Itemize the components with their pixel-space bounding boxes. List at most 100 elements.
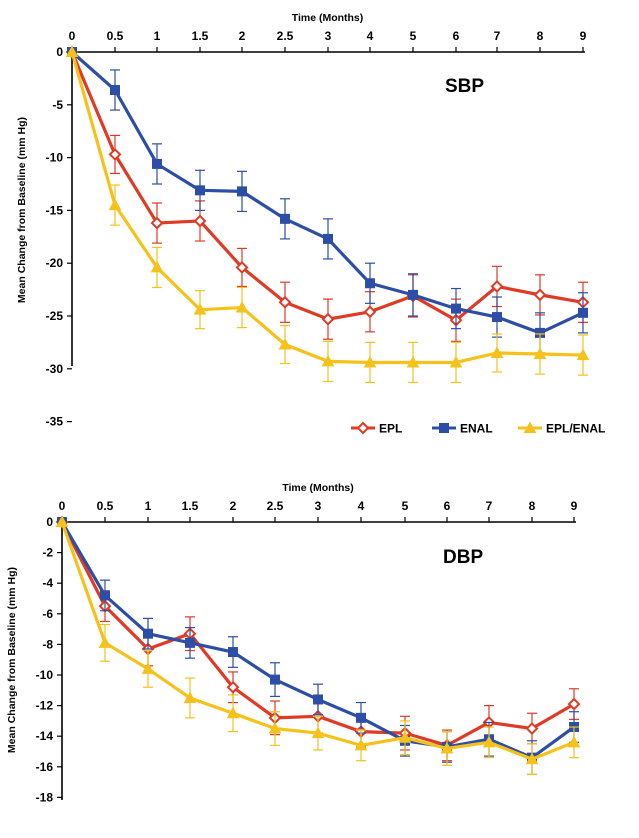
data-point bbox=[356, 712, 366, 723]
legend-item: EPL bbox=[351, 422, 402, 436]
data-point bbox=[152, 158, 162, 169]
data-point bbox=[193, 214, 207, 228]
data-point bbox=[150, 216, 164, 230]
data-point bbox=[449, 355, 463, 368]
y-tick-label: -35 bbox=[46, 415, 64, 429]
data-point bbox=[408, 289, 418, 300]
x-tick-label: 1 bbox=[154, 29, 161, 43]
data-point bbox=[143, 628, 153, 639]
x-tick-label: 6 bbox=[453, 29, 460, 43]
legend-swatch-marker bbox=[439, 423, 449, 433]
x-axis-title: Time (Months) bbox=[282, 482, 354, 494]
data-point bbox=[228, 647, 238, 658]
y-tick-label: -18 bbox=[36, 790, 54, 804]
x-tick-label: 8 bbox=[537, 29, 544, 43]
data-point bbox=[576, 348, 590, 361]
y-tick-label: -16 bbox=[36, 760, 54, 774]
y-tick-label: -2 bbox=[42, 546, 53, 560]
data-point bbox=[185, 637, 195, 648]
series-line bbox=[70, 51, 584, 322]
data-point bbox=[226, 706, 240, 719]
x-tick-label: 4 bbox=[367, 29, 374, 43]
data-point bbox=[150, 260, 164, 273]
y-tick-label: -10 bbox=[36, 668, 54, 682]
data-point bbox=[567, 735, 581, 748]
x-tick-label: 7 bbox=[486, 499, 493, 513]
data-point bbox=[235, 261, 249, 274]
data-point bbox=[55, 515, 69, 527]
x-tick-label: 0.5 bbox=[97, 499, 114, 513]
legend-label: EPL/ENAL bbox=[546, 422, 605, 436]
x-tick-label: 2.5 bbox=[267, 499, 284, 513]
y-tick-label: -10 bbox=[46, 151, 64, 165]
data-point bbox=[278, 337, 292, 350]
x-tick-label: 0 bbox=[59, 499, 66, 513]
data-point bbox=[354, 738, 368, 751]
series-epl-enal bbox=[55, 515, 581, 776]
data-point bbox=[193, 303, 207, 315]
data-point bbox=[270, 674, 280, 685]
data-point bbox=[567, 697, 581, 711]
data-point bbox=[108, 148, 122, 161]
data-point bbox=[578, 307, 588, 318]
data-point bbox=[525, 752, 539, 765]
data-point bbox=[321, 312, 335, 326]
data-point bbox=[321, 354, 335, 367]
data-point bbox=[311, 726, 325, 739]
x-tick-label: 2 bbox=[230, 499, 237, 513]
data-point bbox=[398, 731, 412, 743]
data-point bbox=[440, 741, 454, 754]
legend-item: ENAL bbox=[432, 422, 493, 436]
chart-panel-dbp: Time (Months) 0 0.5 1 1.5 2 2.5 3 4 5 6 7 8 9 0 -2 -4 -6 -… bbox=[6, 482, 581, 804]
x-tick-label: 6 bbox=[444, 499, 451, 513]
series-epl-enal bbox=[65, 45, 590, 384]
y-tick-label: -8 bbox=[42, 637, 53, 651]
x-tick-label: 0 bbox=[69, 29, 76, 43]
data-point bbox=[237, 186, 247, 197]
panel-label: DBP bbox=[443, 547, 483, 568]
y-tick-label: -4 bbox=[42, 576, 53, 590]
legend-label: ENAL bbox=[460, 422, 493, 436]
x-tick-label: 5 bbox=[402, 499, 409, 513]
x-tick-label: 4 bbox=[358, 499, 365, 513]
data-point bbox=[492, 312, 502, 323]
y-tick-label: -20 bbox=[46, 256, 64, 270]
y-tick-label: 0 bbox=[56, 45, 63, 59]
data-point bbox=[235, 301, 249, 313]
data-point bbox=[195, 185, 205, 196]
legend-label: EPL bbox=[379, 422, 402, 436]
x-tick-label: 1.5 bbox=[192, 29, 209, 43]
data-point bbox=[280, 213, 290, 224]
data-point bbox=[323, 233, 333, 244]
x-tick-label: 2.5 bbox=[277, 29, 294, 43]
series-line bbox=[70, 50, 584, 335]
series-enal bbox=[67, 47, 588, 354]
x-tick-label: 2 bbox=[239, 29, 246, 43]
data-point bbox=[490, 346, 504, 358]
data-point bbox=[108, 198, 122, 211]
x-axis-title: Time (Months) bbox=[292, 12, 364, 24]
data-point bbox=[406, 355, 420, 368]
y-tick-label: -5 bbox=[52, 98, 63, 112]
data-point bbox=[365, 278, 375, 289]
legend: EPL ENAL EPL/ENAL bbox=[351, 421, 605, 436]
x-tick-label: 1 bbox=[145, 499, 152, 513]
data-point bbox=[533, 288, 547, 302]
data-point bbox=[451, 303, 461, 314]
y-axis-title: Mean Change from Baseline (mm Hg) bbox=[16, 117, 28, 303]
data-point bbox=[110, 85, 120, 96]
data-point bbox=[98, 636, 112, 648]
data-point bbox=[363, 305, 377, 319]
x-tick-label: 9 bbox=[580, 29, 587, 43]
y-axis-title: Mean Change from Baseline (mm Hg) bbox=[6, 567, 18, 753]
x-tick-label: 7 bbox=[494, 29, 501, 43]
series-epl bbox=[65, 45, 590, 342]
y-tick-label: -30 bbox=[46, 362, 64, 376]
data-point bbox=[482, 735, 496, 748]
x-tick-label: 5 bbox=[410, 29, 417, 43]
x-tick-label: 1.5 bbox=[182, 499, 199, 513]
data-point bbox=[278, 295, 292, 309]
data-point bbox=[533, 347, 547, 360]
x-tick-label: 9 bbox=[571, 499, 578, 513]
